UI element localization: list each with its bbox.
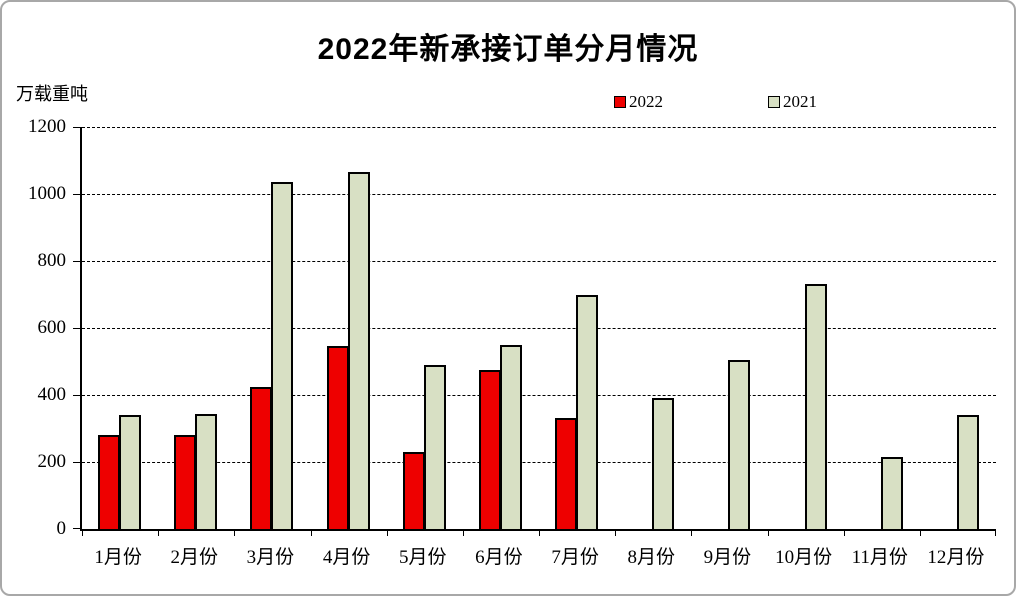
- bar-2021-4月份: [347, 172, 370, 529]
- bar-2022-1月份: [98, 435, 121, 529]
- x-tick-label-10月份: 10月份: [775, 547, 833, 568]
- bar-2022-3月份: [250, 386, 273, 529]
- x-tick-mark-2: [234, 531, 236, 536]
- x-tick-label-9月份: 9月份: [703, 547, 752, 568]
- y-tick-label-1000: 1000: [28, 183, 66, 204]
- y-tick-label-600: 600: [37, 317, 67, 338]
- y-tick-mark-1200: [73, 127, 80, 128]
- bar-2022-6月份: [478, 369, 501, 529]
- y-tick-mark-200: [73, 462, 80, 463]
- x-tick-mark-9: [767, 531, 769, 536]
- bar-2022-7月份: [555, 418, 578, 529]
- bar-2021-9月份: [728, 359, 751, 529]
- bar-2021-1月份: [119, 415, 142, 529]
- bar-2021-8月份: [652, 398, 675, 529]
- x-tick-mark-6: [539, 531, 540, 536]
- y-tick-mark-800: [73, 261, 80, 262]
- bar-2021-11月份: [880, 456, 903, 529]
- bar-2021-5月份: [423, 364, 446, 529]
- bar-2022-2月份: [174, 435, 197, 529]
- x-tick-mark-7: [615, 531, 617, 536]
- x-tick-label-7月份: 7月份: [551, 547, 599, 568]
- x-tick-label-12月份: 12月份: [927, 547, 985, 568]
- y-tick-mark-600: [73, 328, 80, 329]
- x-tick-mark-1: [158, 531, 160, 536]
- gridline-800: [82, 261, 996, 262]
- bar-2021-12月份: [956, 415, 979, 529]
- chart-title: 2022年新承接订单分月情况: [317, 33, 699, 66]
- legend-label-2021: 2021: [783, 92, 817, 111]
- legend: 2022 2021: [2, 92, 1014, 114]
- x-tick-label-4月份: 4月份: [322, 547, 371, 568]
- x-tick-mark-3: [310, 531, 312, 536]
- x-tick-mark-12: [995, 531, 996, 536]
- legend-label-2022: 2022: [629, 92, 663, 111]
- legend-swatch-2022-icon: [614, 96, 626, 108]
- bar-2021-3月份: [271, 182, 294, 529]
- x-tick-label-8月份: 8月份: [627, 547, 675, 568]
- x-tick-mark-4: [386, 531, 388, 536]
- bar-2022-4月份: [326, 346, 349, 529]
- plot-area: [73, 127, 996, 536]
- gridline-600: [82, 328, 996, 329]
- y-tick-label-200: 200: [37, 451, 67, 472]
- x-tick-label-1月份: 1月份: [94, 547, 142, 568]
- x-tick-mark-10: [843, 531, 845, 536]
- bar-2021-6月份: [499, 344, 522, 529]
- bar-2021-10月份: [804, 284, 827, 529]
- x-tick-label-6月份: 6月份: [475, 547, 523, 568]
- gridline-200: [82, 462, 996, 463]
- x-tick-mark-8: [691, 531, 693, 536]
- x-tick-label-11月份: 11月份: [851, 547, 908, 568]
- x-tick-mark-11: [919, 531, 921, 536]
- legend-item-2022: 2022: [614, 92, 663, 112]
- gridline-400: [82, 395, 996, 396]
- y-tick-label-1200: 1200: [28, 116, 66, 137]
- y-tick-label-400: 400: [37, 384, 67, 405]
- x-tick-label-3月份: 3月份: [246, 547, 295, 568]
- y-tick-mark-400: [73, 395, 80, 396]
- gridline-1200: [82, 127, 996, 128]
- legend-swatch-2021-icon: [768, 96, 780, 108]
- y-tick-label-0: 0: [56, 518, 67, 539]
- bar-2022-5月份: [402, 451, 425, 529]
- bar-2021-7月份: [576, 294, 599, 529]
- y-axis-unit-label: 万载重吨: [16, 84, 88, 104]
- x-tick-mark-5: [462, 531, 464, 536]
- y-tick-label-800: 800: [37, 250, 67, 271]
- bar-2021-2月份: [195, 414, 218, 529]
- gridline-1000: [82, 194, 996, 195]
- x-tick-mark-0: [82, 531, 83, 536]
- legend-item-2021: 2021: [768, 92, 817, 112]
- y-tick-mark-0: [73, 528, 80, 529]
- x-tick-label-2月份: 2月份: [170, 547, 218, 568]
- x-tick-label-5月份: 5月份: [398, 547, 447, 568]
- y-tick-mark-1000: [73, 194, 80, 195]
